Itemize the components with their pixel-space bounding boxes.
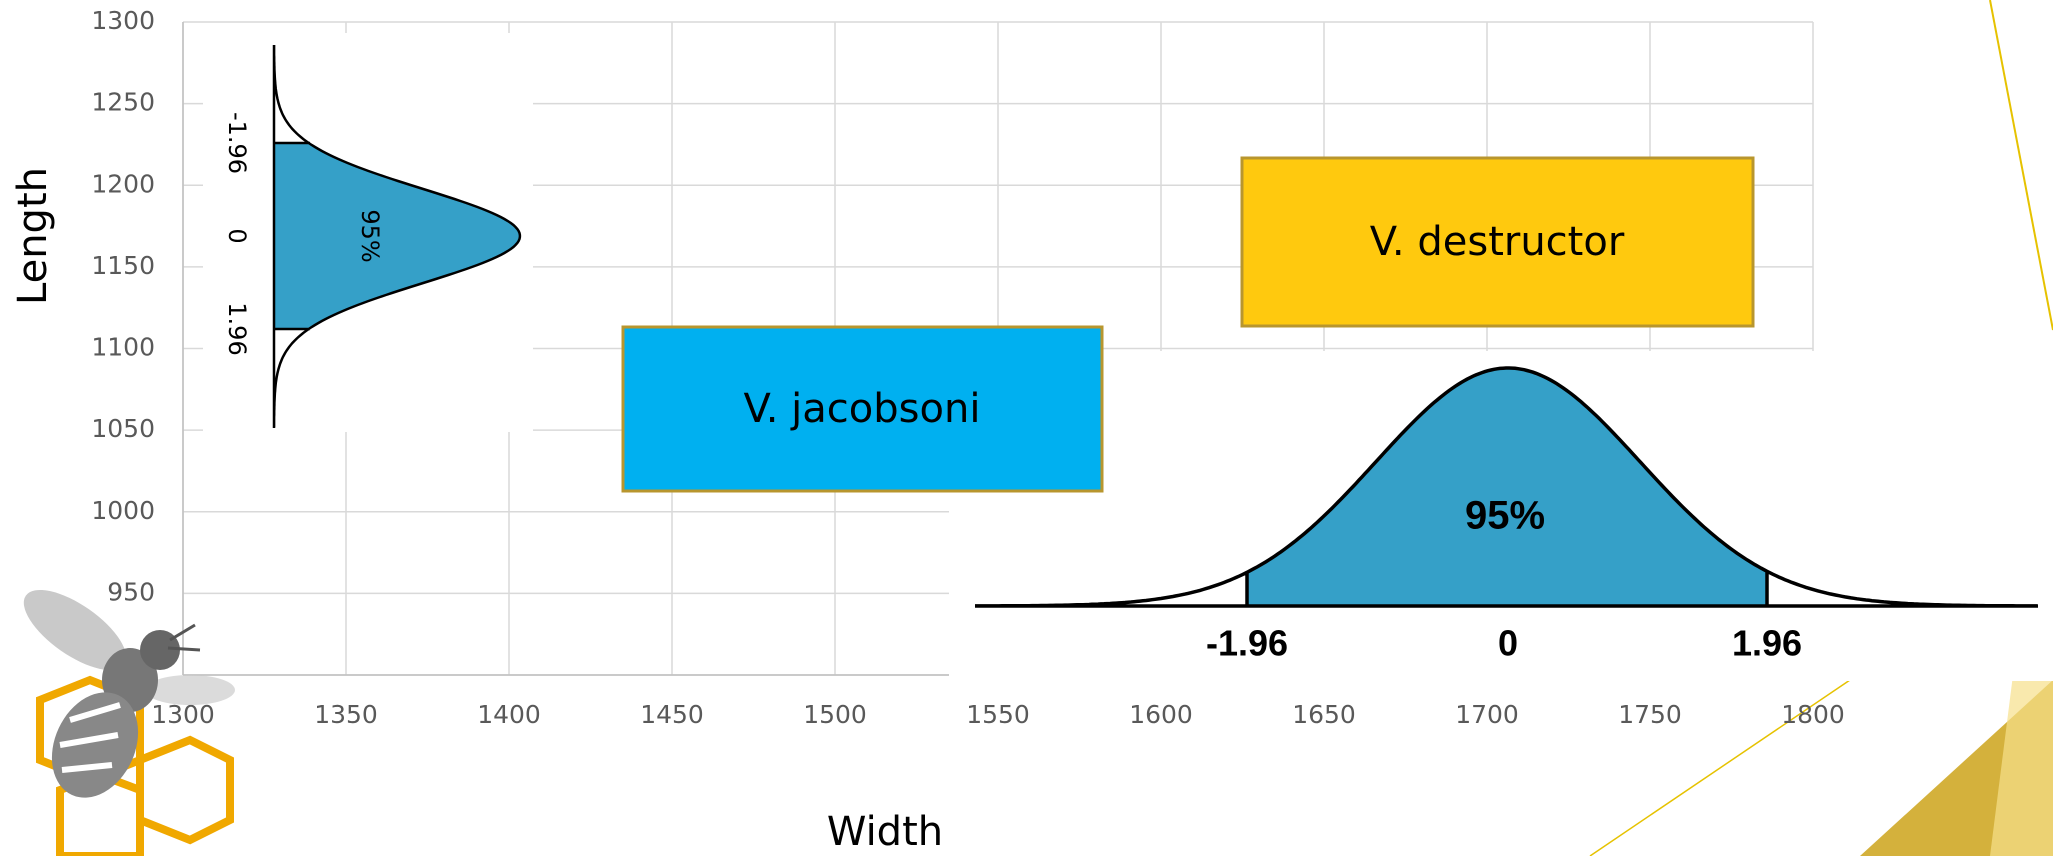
- area-label: 95%: [356, 209, 384, 262]
- x-tick-label: 1300: [151, 700, 215, 729]
- decor: [1989, 0, 2053, 331]
- y-tick-label: 1100: [91, 333, 155, 362]
- inset-horizontal: -1.96 0 1.96 95%: [949, 351, 2053, 681]
- x-axis-label: Width: [827, 809, 943, 855]
- area-label: 95%: [1465, 494, 1545, 538]
- annotation: V. destructor: [1370, 219, 1625, 265]
- annotation-box: [1240, 156, 1755, 328]
- x-tick-label: 1500: [803, 700, 867, 729]
- z-label: -1.96: [223, 112, 251, 174]
- curve: [975, 366, 2038, 608]
- z-label: -1.96: [1206, 623, 1288, 664]
- decor: [1589, 679, 1851, 856]
- y-tick-label: 1000: [91, 496, 155, 525]
- y-tick-label: 1150: [91, 251, 155, 280]
- curve: [272, 45, 522, 428]
- curve-area: [1247, 368, 1767, 606]
- x-tick-label: 1550: [966, 700, 1030, 729]
- x-tick-label: 1600: [1129, 700, 1193, 729]
- z-label: 1.96: [223, 302, 251, 355]
- inset-vertical: -1.96 0 1.96 95%: [203, 33, 533, 432]
- y-tick-label: 1050: [91, 414, 155, 443]
- x-tick-label: 1800: [1781, 700, 1845, 729]
- x-tick-label: 1650: [1292, 700, 1356, 729]
- x-tick-label: 1350: [314, 700, 378, 729]
- z-label: 0: [1498, 623, 1518, 664]
- y-tick-label: 1300: [91, 6, 155, 35]
- x-tick-label: 1750: [1618, 700, 1682, 729]
- x-tick-label: 1450: [640, 700, 704, 729]
- y-tick-label: 950: [107, 577, 155, 606]
- x-tick-label: 1700: [1455, 700, 1519, 729]
- y-tick-label: 1200: [91, 169, 155, 198]
- annotation-box: [621, 325, 1104, 493]
- z-label: 0: [223, 228, 251, 243]
- annotation: V. jacobsoni: [744, 386, 981, 432]
- y-axis-label: Length: [10, 167, 56, 305]
- x-tick-label: 1400: [477, 700, 541, 729]
- y-tick-label: 1250: [91, 88, 155, 117]
- z-label: 1.96: [1732, 623, 1802, 664]
- bee: [23, 589, 235, 798]
- curve-area: [274, 143, 520, 329]
